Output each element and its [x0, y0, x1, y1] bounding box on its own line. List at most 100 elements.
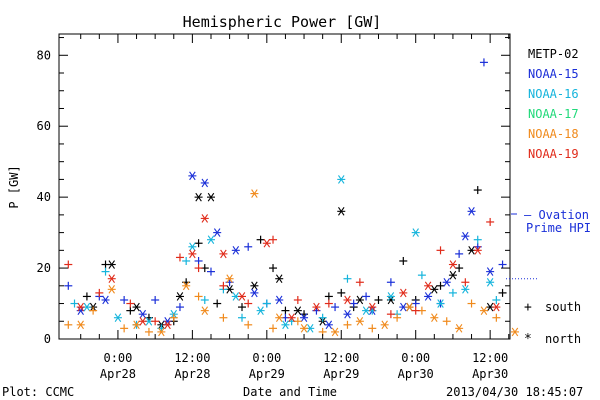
north-point: [386, 292, 395, 301]
south-point: [486, 217, 495, 226]
south-point: [355, 278, 364, 287]
north-point-d2: [331, 327, 339, 337]
north-point: [448, 270, 457, 280]
south-marker-label: south: [545, 300, 581, 314]
south-point: [293, 317, 302, 326]
north-point-d2: [108, 285, 115, 294]
south-point: [269, 264, 278, 273]
south-point: [144, 327, 153, 336]
north-point: [213, 228, 222, 237]
y-tick-label: 40: [37, 190, 51, 204]
north-point: [287, 313, 296, 323]
north-point: [275, 295, 284, 305]
north-point: [424, 292, 433, 301]
x-tick-date-label: Apr30: [398, 367, 434, 381]
y-tick-label: 20: [37, 261, 51, 275]
north-point: [300, 313, 309, 323]
north-point: [188, 242, 197, 252]
north-point-d2: [251, 189, 258, 198]
y-tick-label: 0: [44, 332, 51, 346]
south-point: [343, 320, 352, 329]
x-axis-label: Date and Time: [243, 385, 337, 399]
north-point: [275, 274, 284, 284]
north-point: [107, 274, 116, 284]
north-point-d2: [306, 324, 314, 333]
north-point-d2: [226, 285, 233, 294]
south-point: [126, 299, 135, 308]
north-point: [132, 302, 141, 312]
north-point-d2: [133, 320, 140, 330]
south-point: [399, 256, 408, 265]
north-point-d2: [232, 292, 240, 301]
south-point: [436, 246, 445, 255]
x-tick-time-label: 0:00: [103, 351, 132, 365]
north-point-d2: [226, 274, 233, 284]
south-point: [374, 295, 383, 304]
legend-item: NOAA-19: [528, 147, 579, 161]
north-point-d2: [362, 306, 370, 315]
south-point: [318, 313, 327, 322]
north-point-d2: [139, 309, 146, 319]
north-point-d2: [182, 281, 190, 291]
north-point-d2: [300, 313, 308, 323]
south-point: [219, 281, 228, 290]
north-point: [206, 192, 215, 202]
north-point-d2: [257, 306, 264, 315]
south-point: [498, 288, 507, 297]
south-point: [411, 306, 420, 315]
north-point-d2: [468, 207, 475, 216]
north-point-d2: [77, 306, 84, 315]
north-point: [182, 281, 191, 291]
north-point: [343, 295, 352, 305]
north-point: [175, 292, 184, 301]
south-point: [269, 235, 278, 244]
south-point: [244, 242, 253, 251]
north-point: [405, 302, 414, 312]
north-point-d2: [449, 270, 457, 280]
north-point-d2: [139, 316, 146, 326]
legend-item: NOAA-15: [528, 67, 579, 81]
south-point: [386, 310, 395, 319]
north-point-d2: [424, 292, 432, 301]
south-point: [169, 313, 178, 322]
south-point: [455, 264, 464, 273]
north-point: [113, 313, 122, 323]
north-point-d2: [220, 249, 227, 259]
north-point-d2: [325, 320, 333, 330]
north-point: [200, 214, 209, 223]
south-point: [64, 260, 73, 269]
south-point: [386, 278, 395, 287]
north-point-d2: [189, 249, 196, 259]
north-point-d2: [201, 214, 209, 223]
north-point: [411, 228, 420, 237]
north-point: [256, 306, 265, 315]
south-point: [244, 320, 253, 329]
south-point: [219, 313, 228, 322]
north-point-d2: [77, 320, 84, 330]
south-point: [151, 295, 160, 304]
x-tick-time-label: 12:00: [323, 351, 359, 365]
y-axis: 0 20 40 60 80: [37, 37, 510, 346]
north-point-d2: [189, 242, 196, 252]
north-point: [157, 327, 166, 337]
footer-right: 2013/04/30 18:45:07: [446, 385, 583, 399]
north-point-d2: [424, 281, 432, 291]
north-point: [76, 302, 85, 312]
south-point: [200, 295, 209, 304]
south-point: [461, 278, 470, 287]
footer-left: Plot: CCMC: [2, 385, 74, 399]
south-point: [175, 253, 184, 262]
south-point: [244, 299, 253, 308]
south-point: [64, 281, 73, 290]
north-point: [486, 277, 495, 287]
north-point-d2: [443, 277, 450, 287]
north-point: [194, 192, 203, 202]
south-point: [238, 313, 247, 322]
south-point: [269, 324, 278, 333]
north-point-d2: [83, 302, 91, 312]
north-point-d2: [344, 295, 351, 305]
north-point-d2: [251, 281, 258, 291]
north-point-d2: [300, 324, 308, 333]
north-point: [324, 320, 333, 330]
